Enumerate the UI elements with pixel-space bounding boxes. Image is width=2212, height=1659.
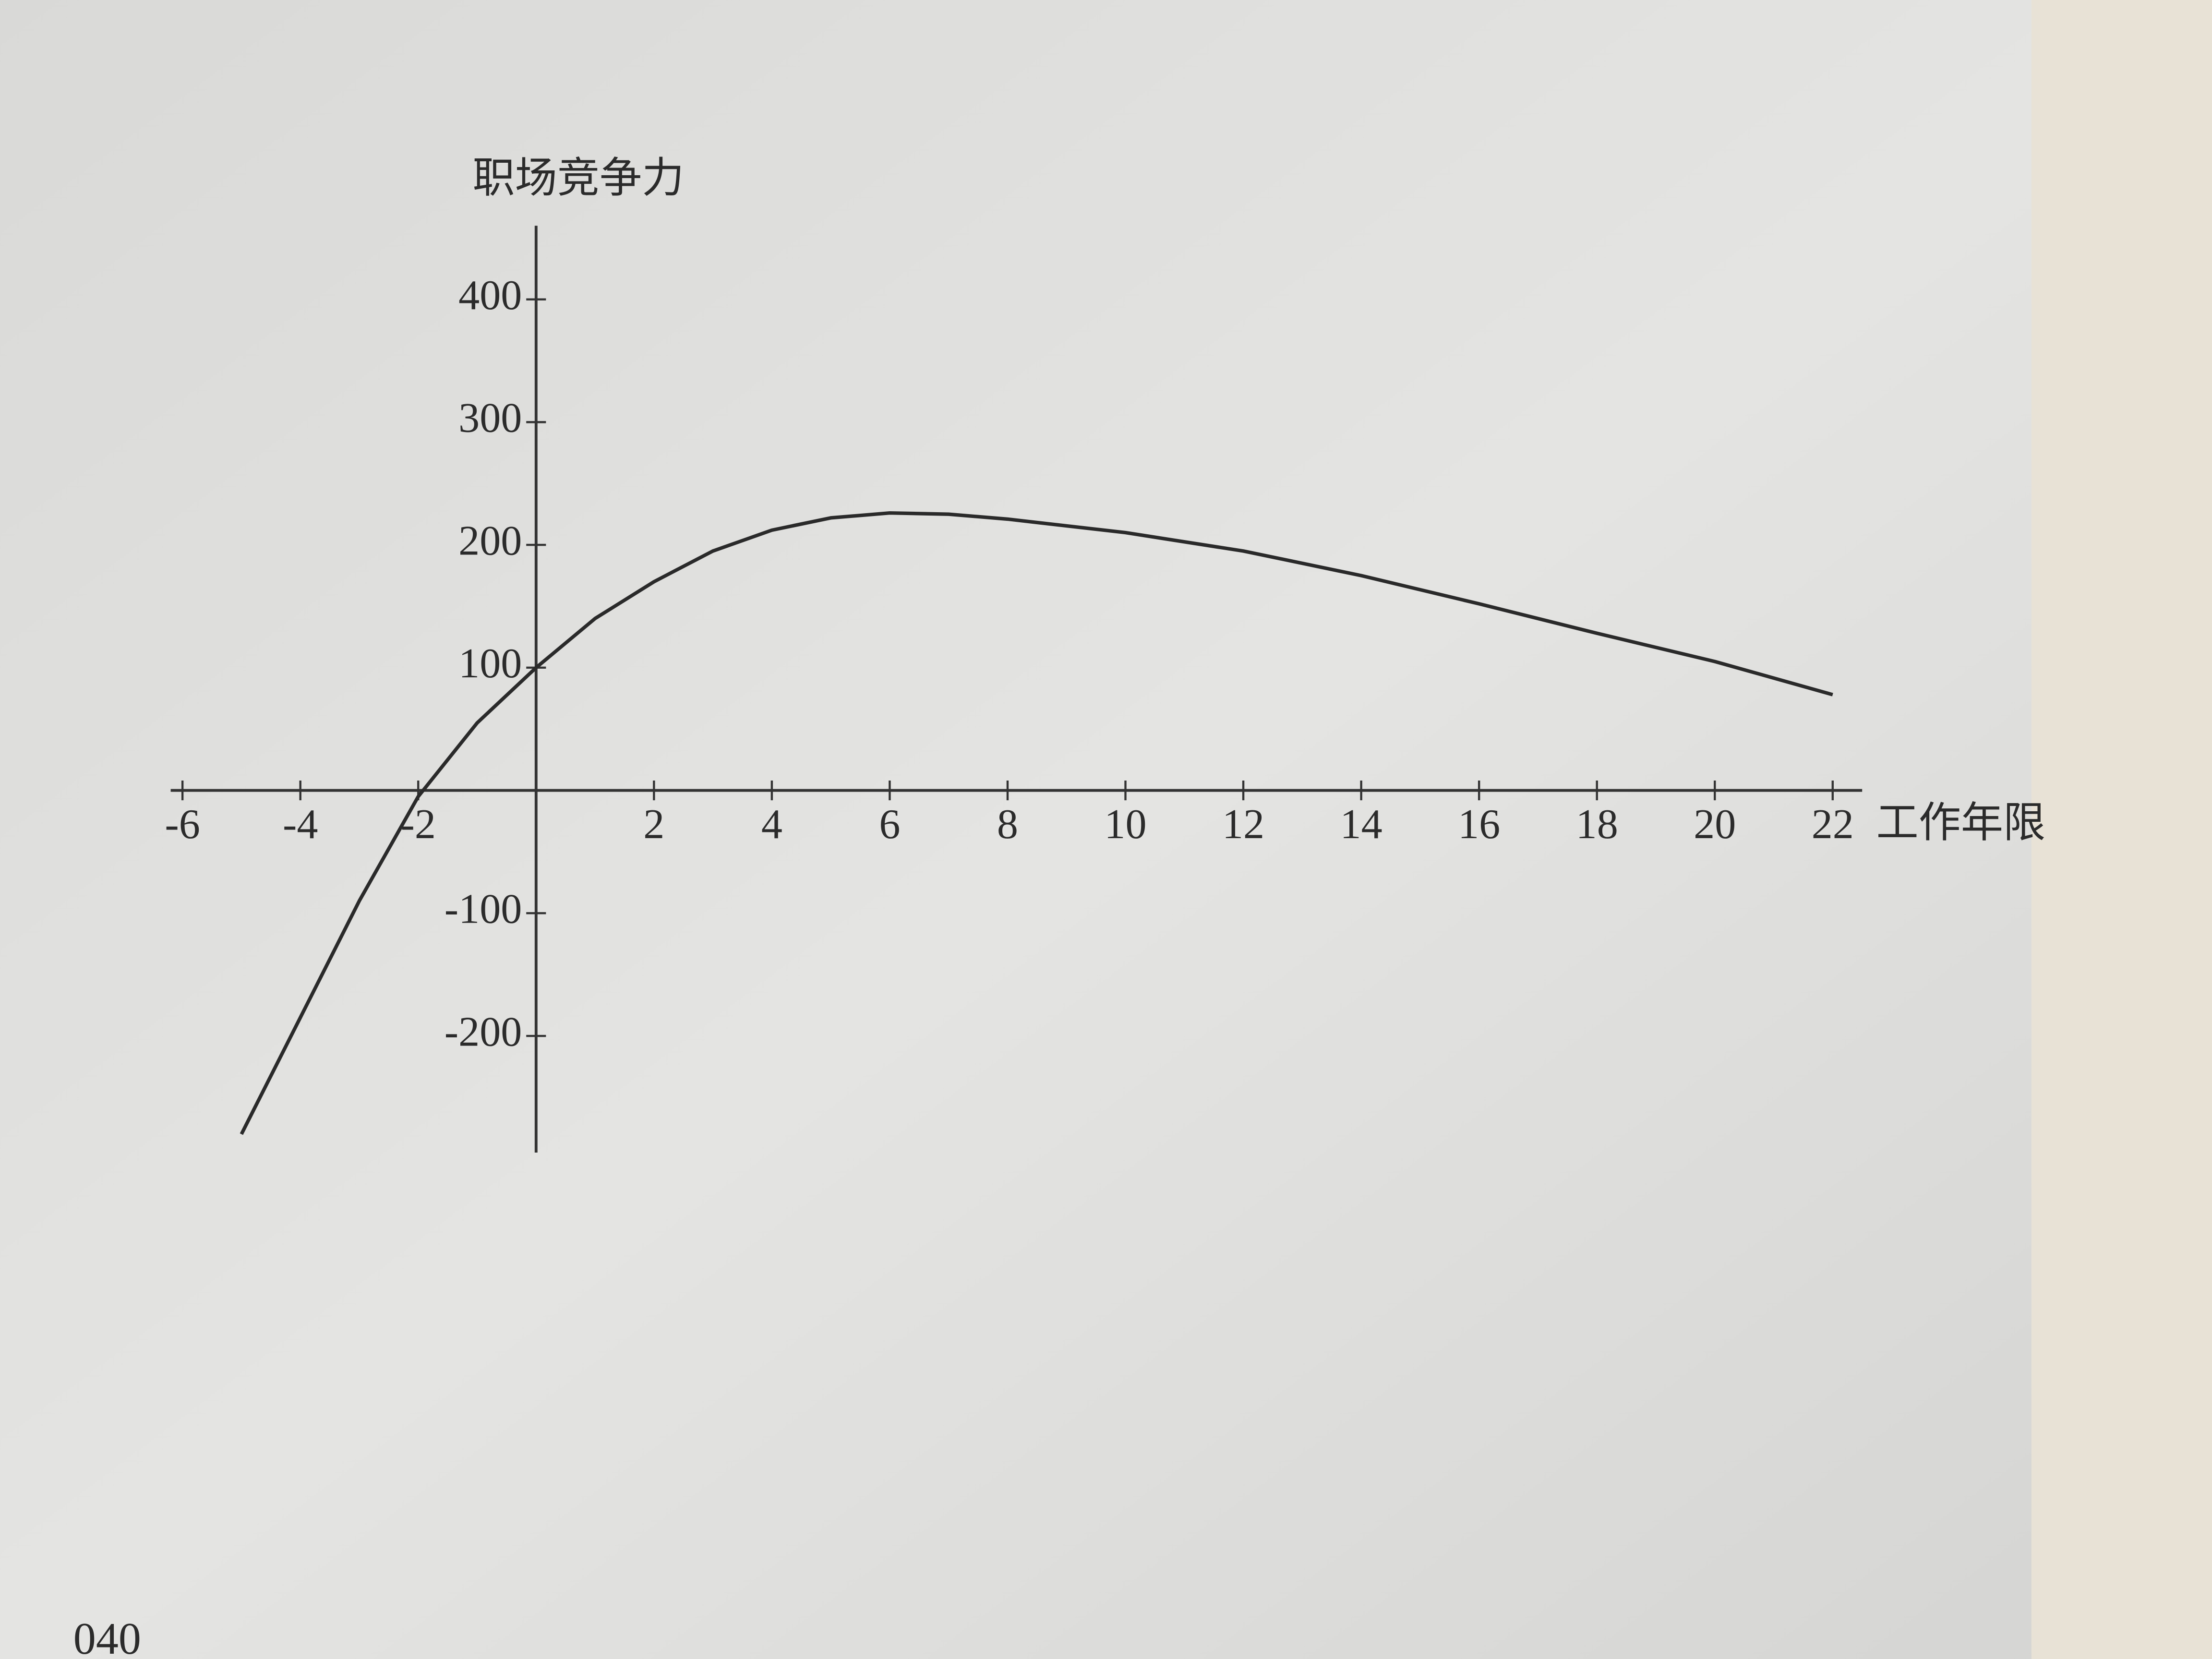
line-series bbox=[240, 511, 1833, 1135]
x-tick-label: 22 bbox=[1812, 801, 1854, 848]
x-tick-label: 14 bbox=[1340, 801, 1382, 848]
y-axis-label: 职场竞争力 bbox=[472, 153, 684, 203]
y-tick-label: 100 bbox=[458, 640, 522, 687]
y-tick-label: 200 bbox=[458, 517, 522, 564]
x-tick-label: -6 bbox=[165, 801, 200, 848]
x-tick-label: 2 bbox=[643, 801, 664, 848]
x-tick-label: 18 bbox=[1576, 801, 1618, 848]
page-number: 040 bbox=[73, 1614, 141, 1659]
y-tick-label: -200 bbox=[445, 1008, 522, 1055]
x-tick-label: 12 bbox=[1222, 801, 1264, 848]
y-tick-label: 300 bbox=[458, 395, 522, 442]
page-edge bbox=[2031, 0, 2212, 1659]
y-tick-label: 400 bbox=[458, 272, 522, 319]
x-tick-label: -4 bbox=[283, 801, 318, 848]
x-tick-label: -2 bbox=[401, 801, 436, 848]
x-tick-label: 10 bbox=[1104, 801, 1146, 848]
x-tick-label: 8 bbox=[997, 801, 1018, 848]
x-axis-label: 工作年限 bbox=[1876, 798, 2046, 847]
x-tick-label: 4 bbox=[761, 801, 782, 848]
y-tick-label: -100 bbox=[445, 886, 522, 933]
x-tick-label: 6 bbox=[879, 801, 900, 848]
x-tick-label: 20 bbox=[1694, 801, 1736, 848]
x-tick-label: 16 bbox=[1458, 801, 1500, 848]
